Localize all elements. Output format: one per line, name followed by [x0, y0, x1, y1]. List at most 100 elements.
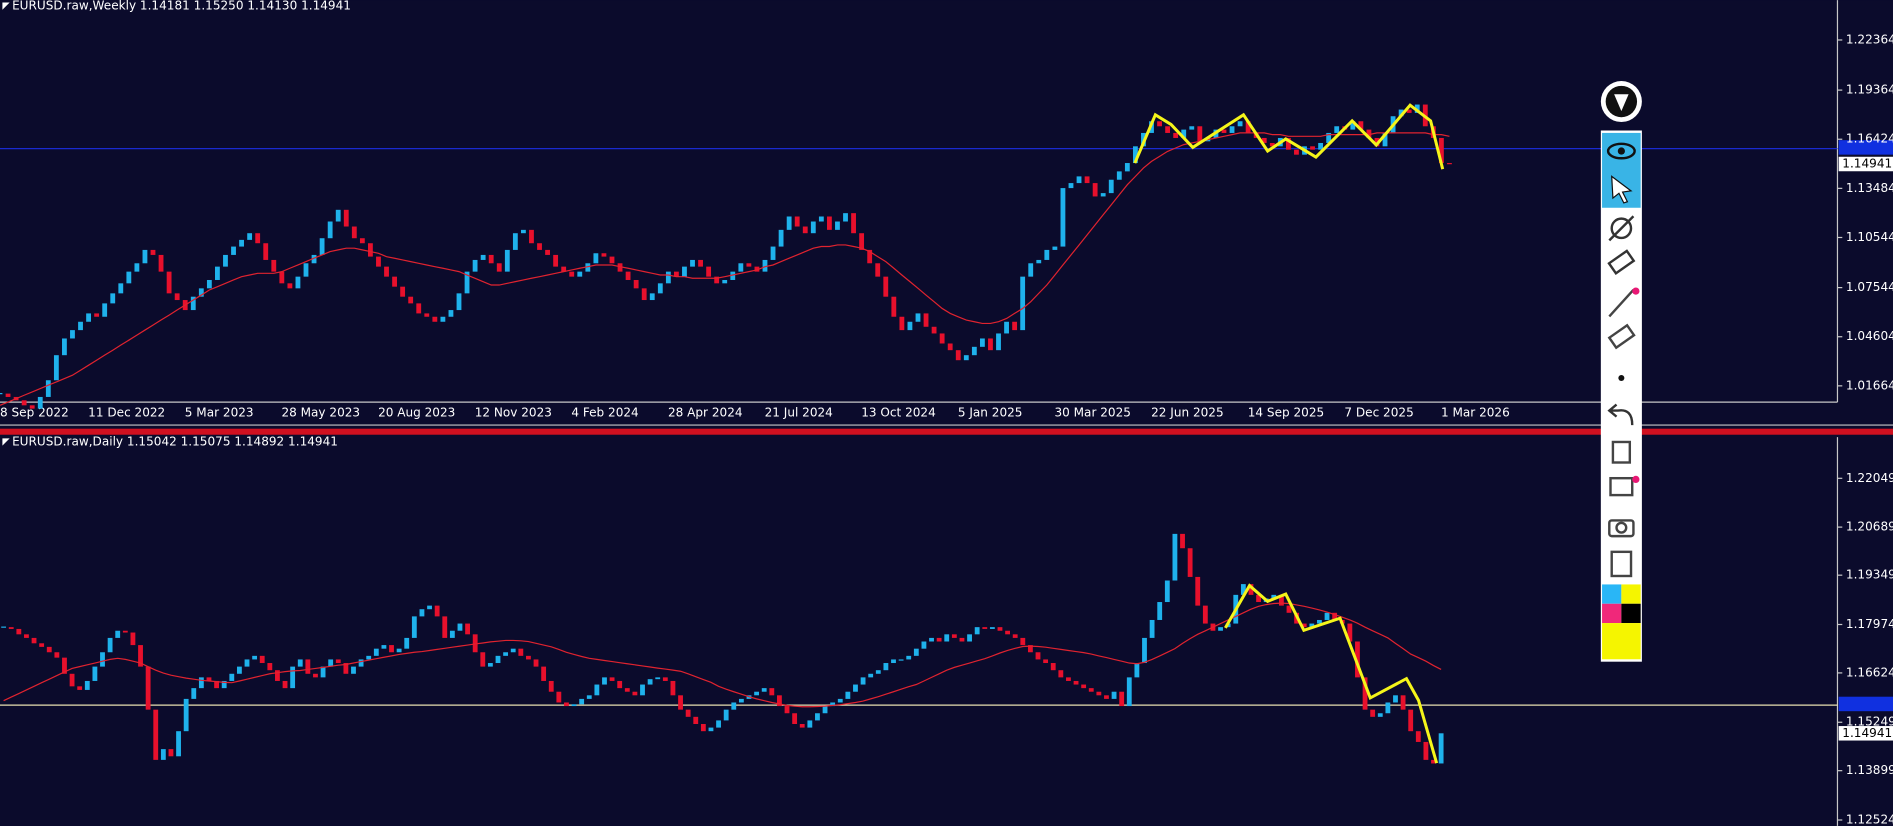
screen-tool[interactable]	[1609, 476, 1634, 497]
dot-tool[interactable]	[1618, 374, 1625, 382]
candle	[198, 677, 204, 689]
candle	[160, 749, 166, 760]
candle	[335, 209, 341, 222]
candle	[335, 659, 341, 664]
highlighter-tool[interactable]	[1607, 249, 1636, 275]
x-tick-label: 30 Mar 2025	[1054, 406, 1130, 420]
candle	[255, 233, 261, 244]
x-tick-label: 8 Sep 2022	[0, 406, 69, 420]
candle	[434, 605, 440, 617]
candle	[594, 684, 600, 696]
candle	[979, 338, 985, 347]
candle	[989, 627, 995, 629]
color-swatch[interactable]	[1602, 584, 1622, 604]
candle	[206, 677, 212, 681]
candle	[641, 288, 647, 301]
candle	[633, 279, 639, 289]
candle	[617, 680, 623, 689]
candle	[126, 271, 132, 284]
x-tick-label: 7 Dec 2025	[1344, 406, 1413, 420]
candle	[794, 216, 800, 227]
candle	[939, 333, 945, 344]
candle	[988, 338, 993, 351]
candle	[244, 659, 250, 667]
candle	[282, 680, 288, 689]
color-swatch[interactable]	[1621, 603, 1641, 624]
x-tick-label: 13 Oct 2024	[861, 406, 936, 420]
candle	[84, 680, 90, 690]
candle	[730, 271, 736, 280]
eraser-tool[interactable]	[1607, 323, 1636, 350]
candle	[1350, 121, 1356, 130]
color-swatch[interactable]	[1621, 584, 1641, 604]
x-tick-label: 5 Jan 2025	[958, 406, 1023, 420]
y-tick-label: 1.15249	[1846, 715, 1893, 729]
candle	[1124, 163, 1130, 172]
x-tick-label: 11 Dec 2022	[88, 406, 165, 420]
candle	[1400, 695, 1406, 710]
candle	[738, 263, 744, 272]
candle	[328, 659, 334, 667]
color-swatch-selected[interactable]	[1602, 623, 1641, 660]
camera-tool[interactable]	[1608, 519, 1635, 538]
candle	[898, 659, 904, 661]
candle	[746, 263, 752, 267]
candle	[617, 263, 623, 272]
candle	[134, 263, 140, 272]
candle	[762, 259, 768, 272]
candle	[456, 293, 462, 311]
candle	[776, 695, 782, 707]
eye-tool[interactable]	[1606, 142, 1636, 160]
candle	[1181, 129, 1187, 138]
candle	[229, 673, 235, 681]
candle	[951, 634, 957, 638]
candle	[1068, 183, 1074, 189]
candle	[191, 688, 197, 699]
candle	[1119, 691, 1125, 707]
candle	[673, 271, 679, 277]
candle	[754, 691, 760, 696]
candle	[215, 266, 220, 280]
candle	[1245, 121, 1251, 133]
candle	[1104, 695, 1109, 699]
y-tick-label: 1.19364	[1846, 83, 1893, 97]
candle	[176, 731, 181, 757]
price-label-box	[1838, 156, 1893, 172]
shape-tool[interactable]	[1610, 217, 1633, 240]
candle	[807, 720, 813, 728]
candle	[223, 254, 228, 267]
line-tool[interactable]	[1608, 289, 1635, 318]
y-tick-label: 1.10544	[1846, 230, 1893, 244]
x-tick-label: 28 May 2023	[281, 406, 360, 420]
candle	[5, 393, 11, 397]
y-tick-label: 1.22049	[1846, 471, 1893, 485]
candle	[39, 643, 45, 647]
candle	[1189, 126, 1195, 130]
candle	[1377, 713, 1383, 717]
candle	[1088, 688, 1094, 692]
candle	[853, 684, 858, 692]
candle	[366, 655, 372, 660]
color-swatch[interactable]	[1602, 603, 1622, 624]
candle	[931, 326, 937, 334]
candle	[465, 623, 470, 635]
undo-tool[interactable]	[1607, 403, 1634, 426]
trash-tool[interactable]	[1611, 440, 1632, 464]
candle	[1004, 321, 1009, 334]
candle	[770, 246, 776, 260]
candle	[1187, 548, 1193, 577]
candle	[1157, 121, 1162, 127]
candle	[206, 279, 212, 289]
candle	[867, 249, 873, 264]
cursor-tool[interactable]	[1611, 175, 1633, 204]
candle	[480, 254, 486, 260]
candle	[392, 276, 397, 287]
clipboard-tool[interactable]	[1610, 550, 1633, 578]
candle	[714, 276, 720, 284]
candle	[1334, 126, 1340, 133]
candle	[822, 706, 828, 714]
candle	[78, 321, 83, 331]
candle	[400, 286, 406, 297]
candle	[1317, 619, 1322, 624]
candle	[1431, 759, 1436, 764]
